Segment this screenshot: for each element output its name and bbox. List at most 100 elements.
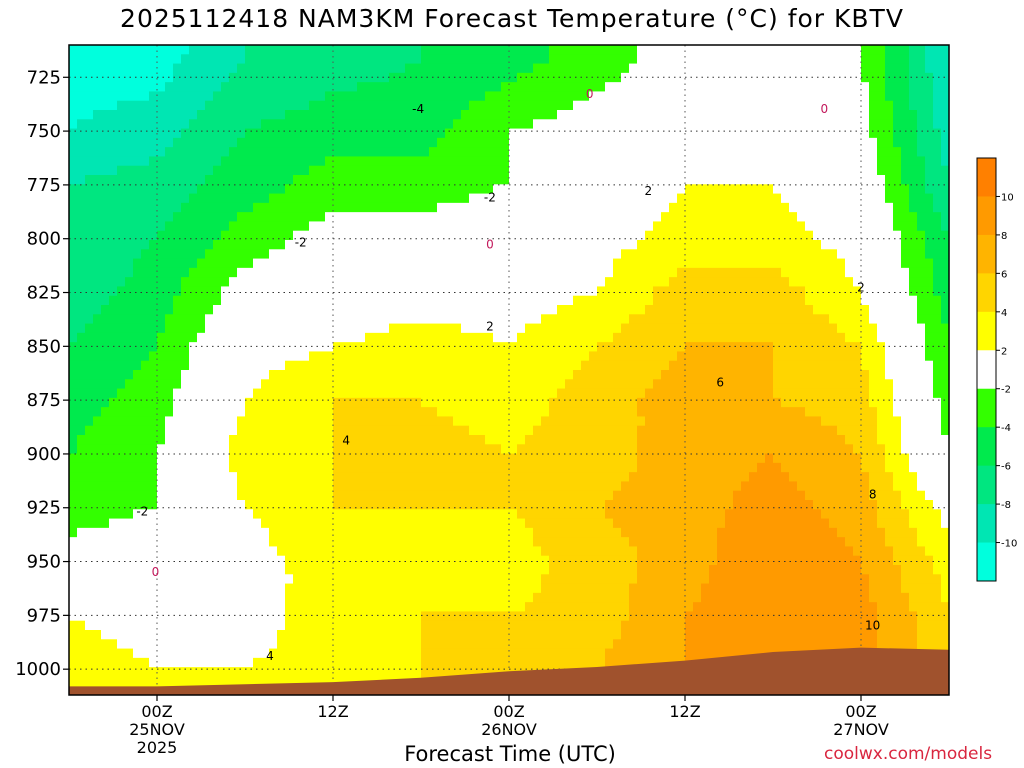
field-cell [325,425,334,436]
field-cell [157,249,166,260]
field-cell [565,565,574,575]
field-cell [445,230,454,241]
field-cell [533,388,542,399]
field-cell [229,620,238,631]
field-cell [301,435,310,445]
field-cell [261,212,270,223]
field-cell [365,184,374,195]
field-cell [381,555,390,566]
field-cell [165,444,174,455]
field-cell [237,565,246,575]
field-cell [189,193,198,204]
field-cell [549,193,558,204]
field-cell [533,360,542,371]
field-cell [261,481,270,492]
field-cell [221,230,230,241]
field-cell [205,45,214,55]
field-cell [269,212,278,223]
field-cell [317,527,326,538]
field-cell [621,630,630,640]
field-cell [557,212,566,223]
field-cell [197,91,206,102]
field-cell [237,165,246,176]
field-cell [605,351,614,362]
field-cell [349,425,358,436]
field-cell [549,332,558,343]
field-cell [437,472,446,483]
field-cell [173,416,182,427]
field-cell [413,435,422,445]
field-cell [125,518,134,529]
field-cell [253,657,262,668]
field-cell [605,602,614,613]
field-cell [501,305,510,315]
field-cell [549,258,558,269]
field-cell [85,156,94,167]
field-cell [461,147,470,158]
field-cell [117,212,126,223]
field-cell [213,500,222,510]
field-cell [317,481,326,492]
field-cell [637,230,646,241]
field-cell [333,611,342,622]
field-cell [477,100,486,111]
field-cell [445,240,454,250]
field-cell [429,110,438,120]
field-cell [317,667,326,678]
field-cell [333,54,342,65]
field-cell [405,110,414,120]
field-cell [349,221,358,232]
field-cell [93,137,102,148]
field-cell [125,639,134,650]
field-cell [285,490,294,501]
field-cell [429,286,438,297]
field-cell [245,435,254,445]
field-cell [421,202,430,213]
field-cell [173,258,182,269]
field-cell [485,249,494,260]
field-cell [493,527,502,538]
field-cell [261,230,270,241]
field-cell [309,657,318,668]
field-cell [629,63,638,74]
field-cell [181,453,190,464]
field-cell [245,165,254,176]
field-cell [205,462,214,473]
field-cell [549,110,558,120]
field-cell [77,676,86,687]
field-cell [157,314,166,325]
field-cell [69,500,78,510]
field-cell [189,611,198,622]
field-cell [613,212,622,223]
field-cell [117,314,126,325]
field-cell [357,175,366,185]
field-cell [637,137,646,148]
field-cell [565,332,574,343]
field-cell [573,435,582,445]
field-cell [85,388,94,399]
field-cell [157,500,166,510]
field-cell [165,379,174,390]
field-cell [509,323,518,334]
field-cell [485,565,494,575]
field-cell [157,435,166,445]
field-cell [141,230,150,241]
field-cell [365,314,374,325]
field-cell [597,147,606,158]
field-cell [581,574,590,585]
field-cell [621,518,630,529]
field-cell [461,592,470,603]
field-cell [405,472,414,483]
field-cell [325,267,334,278]
field-cell [509,388,518,399]
field-cell [133,444,142,455]
field-cell [397,323,406,334]
field-cell [517,481,526,492]
field-cell [461,360,470,371]
field-cell [573,175,582,185]
field-cell [541,500,550,510]
field-cell [493,509,502,520]
field-cell [325,648,334,659]
field-cell [445,258,454,269]
field-cell [405,128,414,139]
